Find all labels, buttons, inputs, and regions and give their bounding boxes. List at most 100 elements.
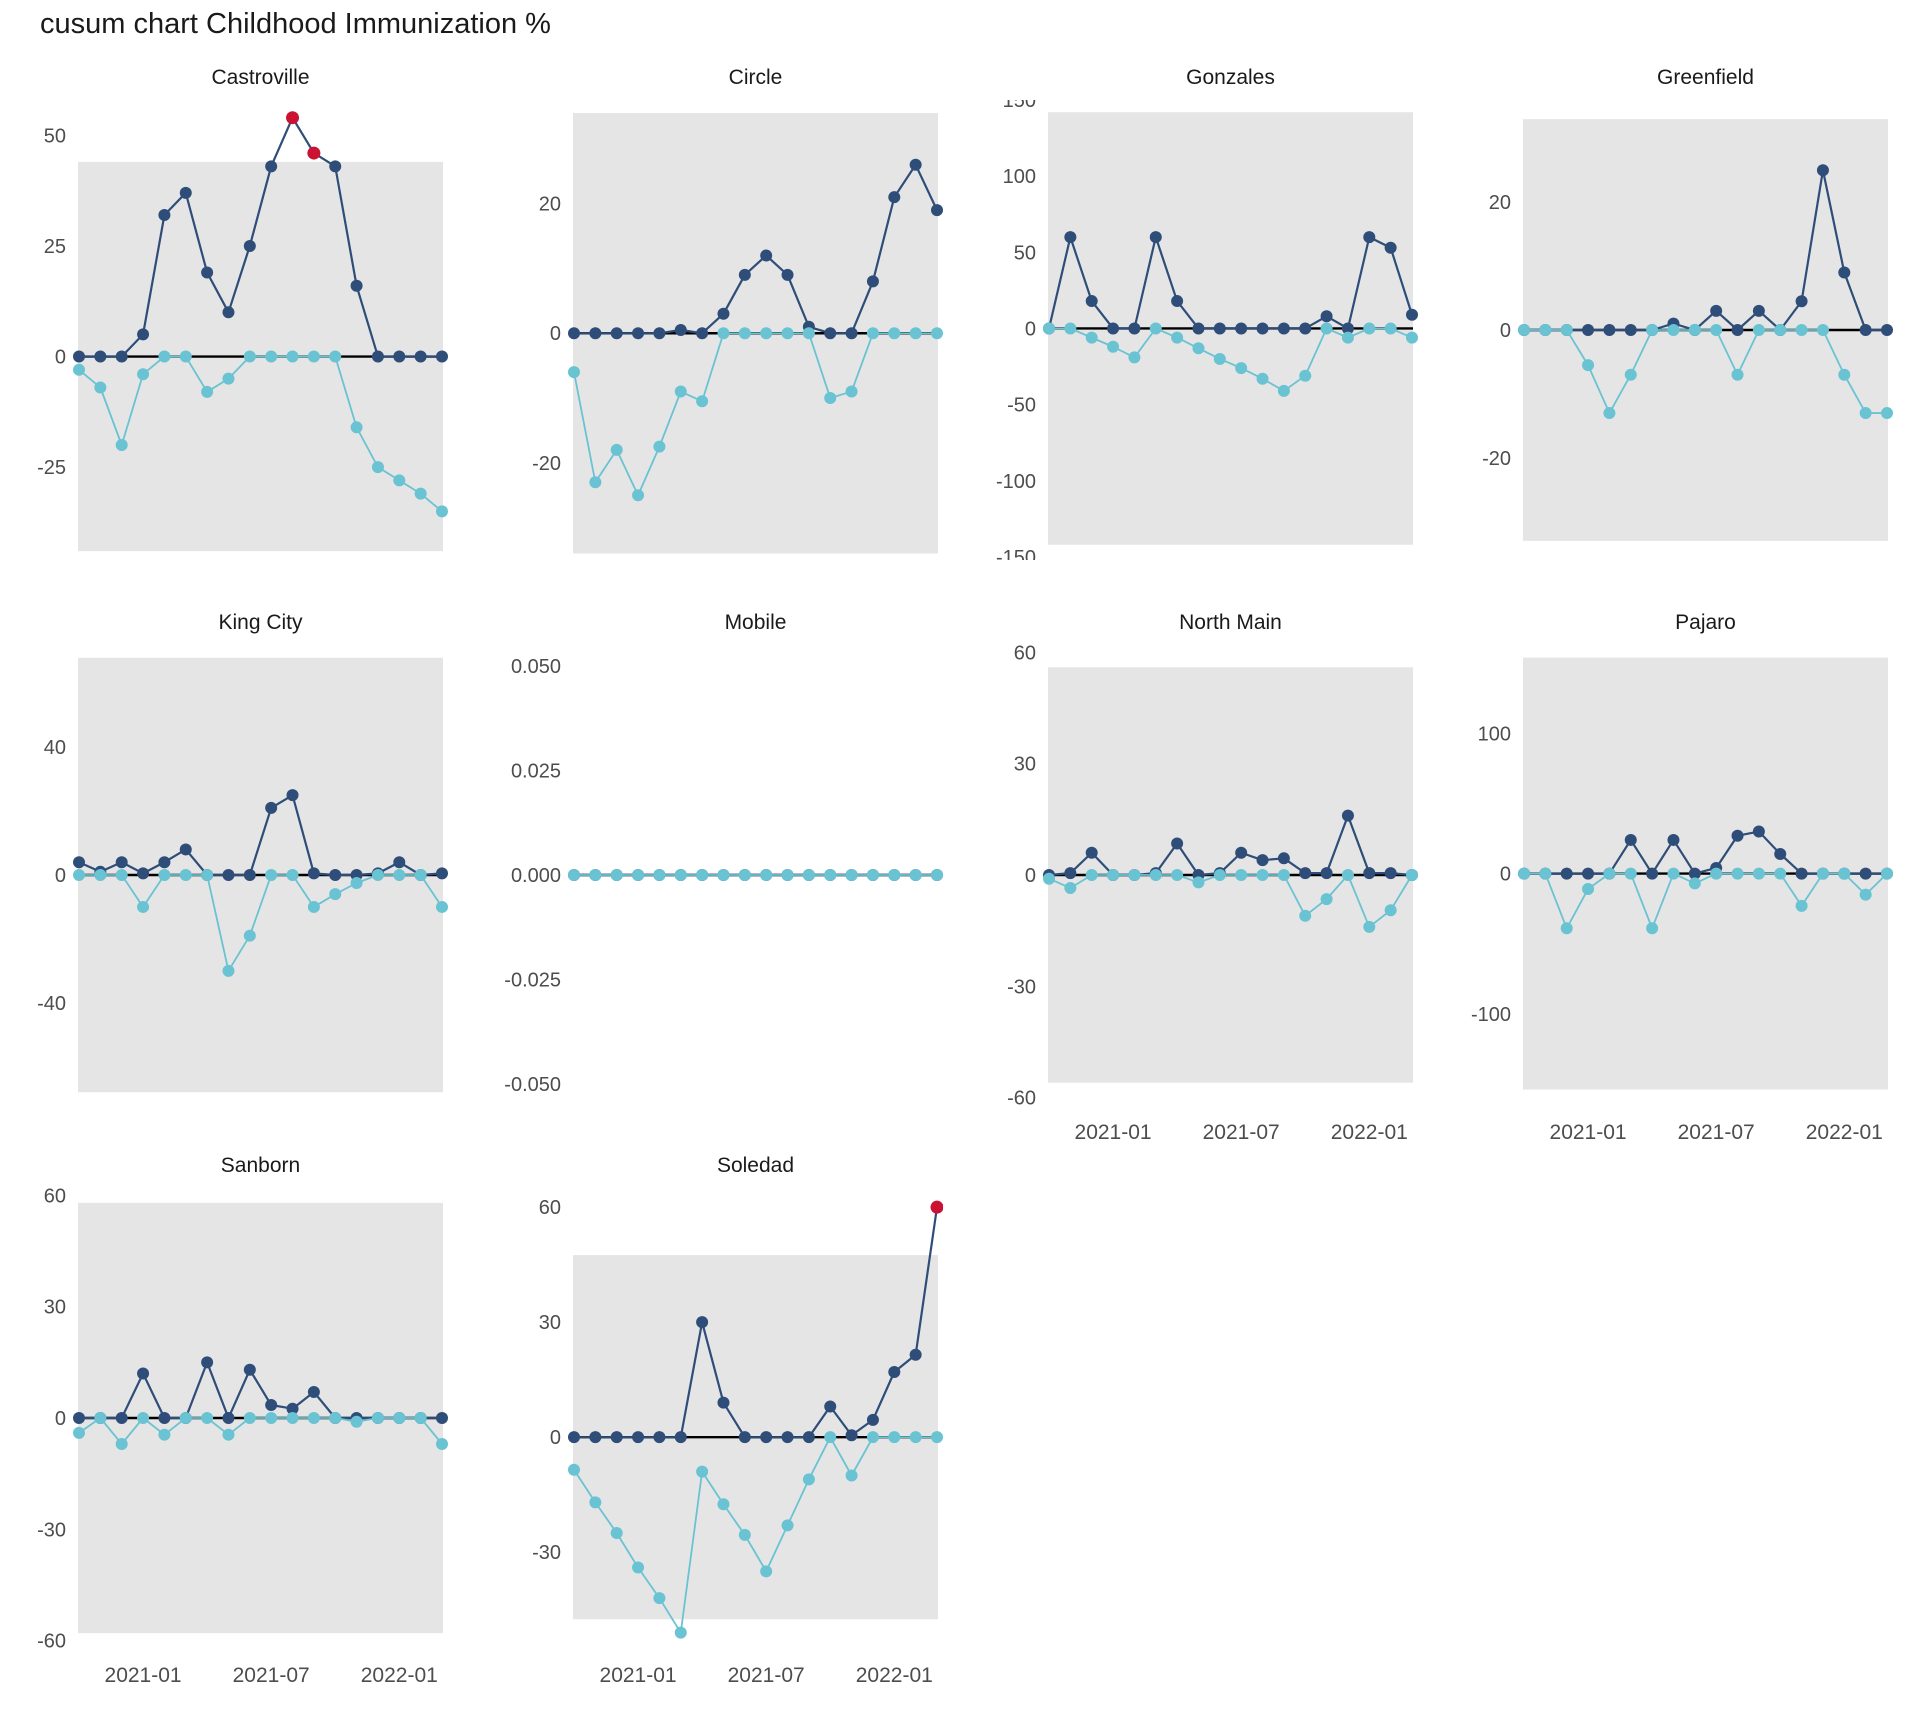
cusum-low-point — [781, 1519, 794, 1532]
cusum-low-point — [674, 869, 687, 881]
cusum-low-point — [1128, 869, 1141, 881]
cusum-high-point — [589, 1431, 602, 1444]
cusum-high-point — [1235, 322, 1248, 335]
cusum-low-point — [1277, 384, 1290, 397]
cusum-low-point — [824, 869, 837, 881]
cusum-low-point — [222, 964, 235, 977]
cusum-high-point — [265, 1399, 278, 1412]
cusum-low-point — [909, 327, 922, 340]
cusum-low-point — [1149, 869, 1162, 881]
cusum-low-point — [696, 1465, 709, 1478]
cusum-low-point — [1795, 324, 1808, 336]
y-tick-label: -30 — [1007, 976, 1036, 998]
cusum-high-point — [717, 1396, 730, 1409]
cusum-high-point — [1085, 295, 1098, 308]
cusum-low-point — [115, 869, 128, 881]
cusum-low-point — [1859, 888, 1872, 901]
cusum-high-point — [1731, 324, 1744, 336]
cusum-high-point — [1171, 295, 1184, 308]
cusum-high-point — [1363, 867, 1376, 880]
cusum-low-point — [738, 1528, 751, 1541]
cusum-low-point — [1064, 322, 1077, 335]
y-tick-label: 60 — [44, 1188, 66, 1207]
cusum-low-point — [137, 368, 150, 381]
y-tick-label: 0 — [1025, 865, 1036, 887]
y-tick-label: -0.050 — [504, 1074, 561, 1096]
cusum-low-point — [1881, 867, 1893, 880]
cusum-low-point — [738, 869, 751, 881]
cusum-low-point — [632, 869, 645, 881]
cusum-low-point — [1881, 407, 1893, 420]
chart-title: cusum chart Childhood Immunization % — [40, 8, 551, 40]
cusum-low-point — [1341, 331, 1354, 344]
cusum-low-point — [568, 869, 580, 881]
cusum-high-point — [1235, 846, 1248, 859]
cusum-high-point — [1341, 809, 1354, 822]
cusum-low-point — [1582, 359, 1595, 372]
cusum-low-point — [179, 869, 192, 881]
cusum-low-point — [243, 929, 256, 942]
cusum-low-point — [1710, 867, 1723, 880]
cusum-low-point — [307, 1412, 320, 1424]
cusum-high-point — [436, 867, 448, 880]
cusum-high-point — [1406, 308, 1418, 321]
cusum-low-point — [845, 869, 858, 881]
cusum-low-point — [653, 1592, 666, 1605]
facet-title-castroville: Castroville — [211, 66, 310, 89]
cusum-high-point — [158, 1412, 171, 1424]
cusum-low-point — [1406, 331, 1418, 344]
cusum-low-point — [1667, 867, 1680, 880]
cusum-high-point — [1192, 322, 1205, 335]
y-tick-label: 0.050 — [511, 656, 561, 678]
cusum-high-point — [1341, 322, 1354, 335]
signal-point — [930, 1200, 943, 1214]
y-tick-label: 150 — [1003, 100, 1036, 112]
cusum-high-point — [265, 160, 278, 173]
cusum-low-point — [866, 327, 879, 340]
cusum-low-point — [179, 350, 192, 363]
cusum-high-point — [1149, 231, 1162, 244]
cusum-low-point — [1085, 869, 1098, 881]
cusum-low-point — [414, 1412, 427, 1424]
cusum-low-point — [931, 1431, 943, 1444]
y-tick-label: 0 — [550, 323, 561, 345]
cusum-low-point — [866, 1431, 879, 1444]
cusum-low-point — [1646, 324, 1659, 336]
cusum-high-point — [1085, 846, 1098, 859]
cusum-low-point — [1795, 899, 1808, 912]
cusum-low-point — [717, 327, 730, 340]
cusum-low-point — [824, 392, 837, 405]
y-tick-label: 30 — [44, 1297, 66, 1319]
y-tick-label: 25 — [44, 236, 66, 258]
cusum-low-point — [286, 350, 299, 363]
cusum-high-point — [696, 1316, 709, 1329]
cusum-low-point — [1624, 368, 1637, 381]
cusum-high-point — [115, 1412, 128, 1424]
facet-title-pajaro: Pajaro — [1675, 611, 1736, 634]
cusum-high-point — [802, 1431, 815, 1444]
cusum-high-point — [1277, 852, 1290, 865]
cusum-low-point — [1518, 324, 1530, 336]
cusum-low-point — [1688, 324, 1701, 336]
y-tick-label: -150 — [996, 547, 1036, 560]
cusum-low-point — [1816, 867, 1829, 880]
y-tick-label: -0.025 — [504, 970, 561, 992]
cusum-low-point — [802, 869, 815, 881]
cusum-low-point — [1341, 869, 1354, 881]
cusum-low-point — [738, 327, 751, 340]
cusum-high-point — [1731, 829, 1744, 842]
cusum-low-point — [1560, 324, 1573, 336]
cusum-low-point — [888, 869, 901, 881]
cusum-high-point — [414, 350, 427, 363]
cusum-low-point — [1667, 324, 1680, 336]
cusum-low-point — [1603, 407, 1616, 420]
cusum-high-point — [1774, 847, 1787, 860]
cusum-high-point — [589, 327, 602, 340]
cusum-low-point — [115, 439, 128, 451]
cusum-high-point — [653, 1431, 666, 1444]
cusum-low-point — [1710, 324, 1723, 336]
cusum-high-point — [1560, 867, 1573, 880]
cusum-low-point — [909, 869, 922, 881]
cusum-low-point — [393, 474, 406, 487]
cusum-high-point — [265, 801, 278, 814]
